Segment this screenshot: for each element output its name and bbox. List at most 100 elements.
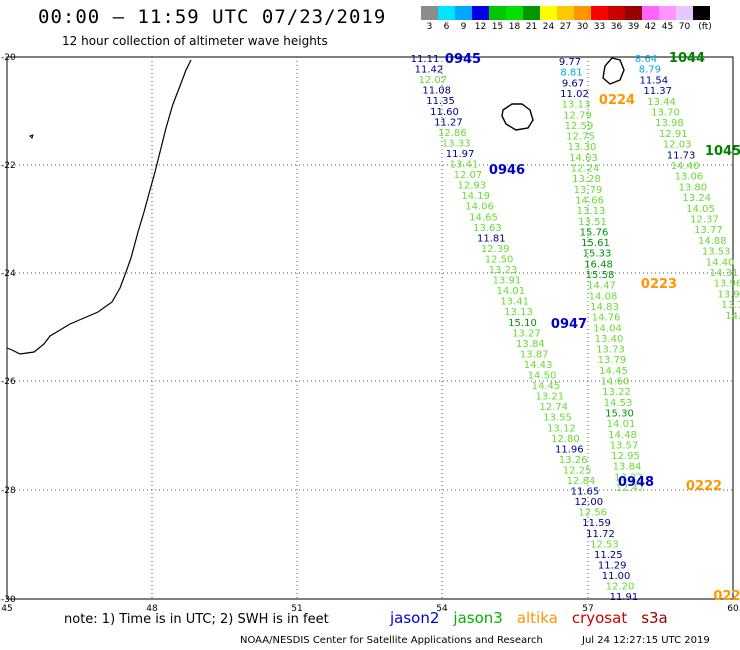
reunion-island (501, 103, 534, 131)
wave-height-value: 13.23 (489, 265, 518, 276)
wave-height-value: 11.81 (477, 233, 506, 244)
scale-label: 3 (426, 22, 433, 32)
wave-height-value: 13.91 (493, 276, 522, 287)
lat-tick-label: -30 (1, 595, 16, 605)
wave-height-value: 13.40 (595, 334, 624, 345)
scale-label: 30 (576, 22, 589, 32)
wave-height-value: 11.60 (430, 107, 459, 118)
track-jason-east: 8.648.7911.5411.3713.4413.7013.9812.9112… (635, 54, 740, 322)
wave-height-value: 12.53 (590, 539, 619, 550)
track-saral: 9.778.819.6711.0213.1312.7912.5912.7513.… (559, 57, 644, 494)
pass-time-label: 1044 (669, 51, 705, 66)
wave-height-value: 11.91 (610, 592, 639, 603)
wave-height-value: 11.54 (639, 75, 668, 86)
wave-height-value: 14.66 (575, 195, 604, 206)
wave-height-value: 11.42 (415, 65, 444, 76)
wave-height-value: 15.10 (508, 318, 537, 329)
wave-height-value: 12.00 (574, 497, 603, 508)
wave-height-value: 11.65 (571, 487, 600, 498)
wave-height-value: 13.53 (702, 247, 731, 258)
wave-height-value: 14.47 (587, 281, 616, 292)
wave-height-value: 12.95 (611, 451, 640, 462)
wave-height-value: 15.61 (581, 238, 610, 249)
lon-tick-label: 54 (436, 604, 448, 614)
wave-height-value: 14.08 (589, 291, 618, 302)
scale-label: 27 (559, 22, 572, 32)
wave-height-value: 12.47 (616, 483, 645, 494)
pass-time-label: 1045 (705, 144, 740, 159)
legend-entry: altika (516, 609, 558, 627)
lon-tick-label: 51 (291, 604, 302, 614)
wave-height-value: 13.33 (442, 138, 471, 149)
wave-height-value: 8.79 (639, 65, 661, 76)
wave-height-value: 15.76 (580, 227, 609, 238)
wave-height-value: 14.03 (569, 153, 598, 164)
scale-label: 36 (610, 22, 623, 32)
wave-height-value: 13.63 (473, 223, 502, 234)
scale-swatch (421, 6, 438, 20)
wave-height-value: 13.24 (682, 193, 711, 204)
mauritius-island (602, 57, 625, 85)
wave-height-value: 11.59 (582, 518, 611, 529)
pass-time-label: 0222 (686, 479, 722, 494)
pass-time-label: 0948 (618, 475, 654, 490)
legend-entry: jason2 (390, 609, 440, 627)
wave-height-value: 14.01 (607, 419, 636, 430)
wave-height-value: 14.06 (465, 202, 494, 213)
wave-height-value: 15.30 (605, 408, 634, 419)
wave-height-value: 12.50 (485, 254, 514, 265)
wave-height-value: 14.60 (601, 377, 630, 388)
wave-height-value: 12.75 (566, 132, 595, 143)
wave-height-value: 13.73 (596, 345, 625, 356)
footer-note: note: 1) Time is in UTC; 2) SWH is in fe… (64, 612, 329, 627)
wave-height-value: 12.39 (481, 244, 510, 255)
scale-swatch (625, 6, 642, 20)
wave-height-value: 14.45 (532, 381, 561, 392)
wave-height-value: 12.37 (690, 215, 719, 226)
scale-swatch (591, 6, 608, 20)
wave-height-value: 14.50 (528, 371, 557, 382)
wave-height-value: 12.91 (659, 129, 688, 140)
scale-swatch (659, 6, 676, 20)
wave-height-value: 13.87 (520, 349, 549, 360)
legend-entry: cryosat (571, 609, 628, 627)
wave-height-value: 13.79 (598, 355, 627, 366)
wave-height-value: 16.48 (584, 259, 613, 270)
wave-height-value: 13.57 (610, 440, 639, 451)
wave-height-value: 12.20 (606, 582, 635, 593)
wave-height-value: 12.93 (457, 181, 486, 192)
pass-time-label: 0223 (641, 277, 677, 292)
scale-label: 33 (593, 22, 606, 32)
wave-height-value: 14.05 (686, 204, 715, 215)
scale-swatch (472, 6, 489, 20)
map-grid (7, 57, 733, 599)
wave-height-value: 14.19 (461, 191, 490, 202)
wave-height-value: 13.30 (568, 142, 597, 153)
wave-height-value: 11.08 (422, 86, 451, 97)
wave-height-value: 12.07 (418, 75, 447, 86)
wave-height-value: 12.86 (438, 128, 467, 139)
wave-height-value: 13.28 (572, 174, 601, 185)
scale-label: 21 (525, 22, 538, 32)
wave-height-value: 11.35 (426, 96, 455, 107)
wave-height-value: 11.27 (434, 117, 463, 128)
lon-tick-label: 60 (727, 604, 739, 614)
scale-swatch (557, 6, 574, 20)
scale-swatch (693, 6, 710, 20)
lon-tick-label: 48 (146, 604, 158, 614)
wave-height-value: 11.72 (586, 529, 615, 540)
wave-height-value: 14.48 (608, 430, 637, 441)
wave-height-value: 14.76 (592, 313, 621, 324)
scale-label: 12 (474, 22, 487, 32)
wave-height-value: 14.88 (698, 236, 727, 247)
scale-label: 45 (661, 22, 674, 32)
scale-label: 42 (644, 22, 657, 32)
lat-tick-label: -28 (1, 486, 16, 496)
wave-height-value: 15.33 (583, 249, 612, 260)
scale-label: 24 (542, 22, 555, 32)
wave-height-value: 14.53 (604, 398, 633, 409)
wave-height-value: 13.13 (577, 206, 606, 217)
wave-height-value: 12.74 (539, 402, 568, 413)
scale-swatch (523, 6, 540, 20)
lon-tick-label: 45 (1, 604, 12, 614)
